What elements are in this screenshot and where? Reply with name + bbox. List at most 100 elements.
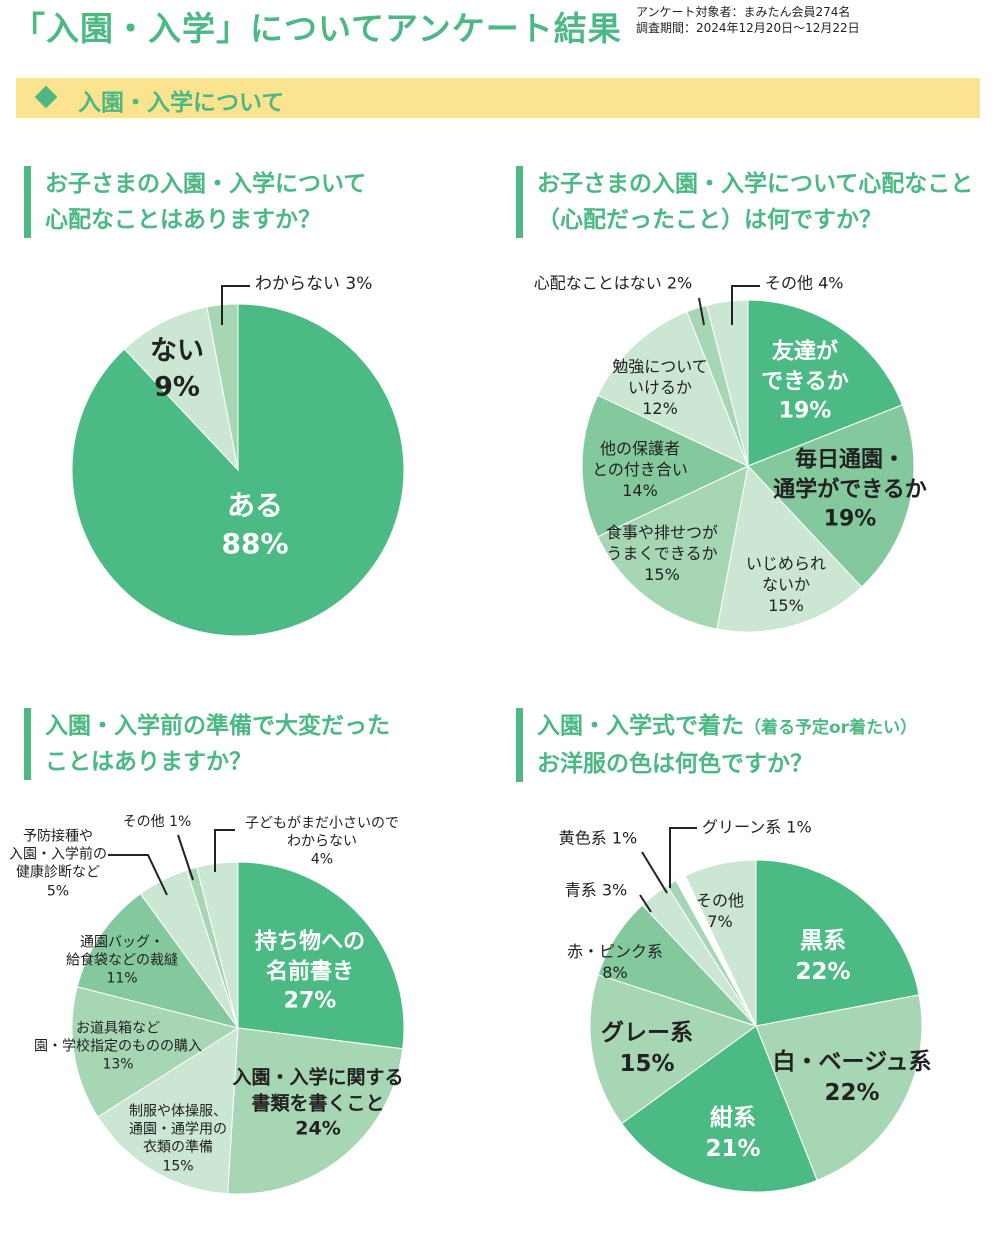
pie-slice xyxy=(684,859,757,1027)
title-line: 入園・入学式で着た xyxy=(537,713,744,739)
title-line: （心配だったこと）は何ですか？ xyxy=(537,207,882,233)
leader-line xyxy=(639,894,652,913)
label-line: ない xyxy=(150,335,204,367)
pie-slice xyxy=(71,986,240,1118)
pie-slice xyxy=(755,994,923,1181)
label-line: 白・ベージュ系 xyxy=(772,1048,932,1075)
slice-label-green: グリーン系 1% xyxy=(702,817,812,837)
label-line: 15% xyxy=(162,1158,194,1175)
slice-label-yellow: 黄色系 1% xyxy=(558,828,638,848)
slice-label-parents: 他の保護者 との付き合い 14% xyxy=(592,439,688,501)
title-line: お子さまの入園・入学について xyxy=(45,171,367,197)
label-line: 他の保護者 xyxy=(599,438,680,458)
label-line: 通園・通学用の xyxy=(129,1121,227,1138)
title-line: お子さまの入園・入学について心配なこと xyxy=(537,171,974,197)
label-line: 通学ができるか xyxy=(773,477,927,503)
label-line: 子どもがまだ小さいので xyxy=(245,815,399,832)
label-line: 11% xyxy=(106,971,138,988)
label-line: ないか xyxy=(761,574,811,594)
label-line: 食事や排せつが xyxy=(605,522,719,542)
label-line: 22% xyxy=(824,1080,880,1106)
label-line: 赤・ピンク系 xyxy=(566,942,664,962)
slice-label-gray: グレー系 15% xyxy=(601,1018,693,1080)
slice-label-yes: ある 88% xyxy=(221,487,288,563)
label-line: 5% xyxy=(46,883,70,900)
label-line: 14% xyxy=(622,480,658,500)
label-line: 15% xyxy=(644,564,680,584)
section-label: 入園・入学について xyxy=(78,90,285,116)
title-line: 入園・入学前の準備で大変だった xyxy=(45,713,390,739)
slice-label-docs: 入園・入学に関する 書類を書くこと 24% xyxy=(232,1066,403,1143)
leader-line xyxy=(221,285,250,325)
pie-chart-1 xyxy=(71,303,405,637)
label-line: その他 xyxy=(695,891,745,911)
pie-slice xyxy=(76,893,240,1029)
label-line: との付き合い xyxy=(592,459,688,479)
label-line: 給食袋などの裁縫 xyxy=(66,952,178,969)
slice-label-friends: 友達ができるか 19% xyxy=(761,337,849,426)
slice-label-study: 勉強について いけるか 12% xyxy=(612,357,708,419)
label-line: ある xyxy=(226,489,283,523)
label-line: 19% xyxy=(778,398,832,424)
slice-label-tools: お道具箱など 園・学校指定のものの購入 13% xyxy=(34,1020,202,1075)
label-line: 健康診断など xyxy=(16,865,100,881)
pie-slice xyxy=(747,404,915,588)
leader-line xyxy=(698,297,705,326)
pie-chart-3 xyxy=(71,861,405,1195)
slice-label-navy: 紺系 21% xyxy=(705,1103,760,1165)
pie-slice xyxy=(621,1025,818,1193)
label-line: いけるか xyxy=(627,377,692,397)
label-line: 毎日通園・ xyxy=(794,447,905,473)
survey-period: 調査期間：2024年12月20日～12月22日 xyxy=(636,21,860,35)
slice-label-meal: 食事や排せつが うまくできるか 15% xyxy=(606,523,718,585)
label-line: 友達が xyxy=(771,339,838,365)
title-line: ことはありますか？ xyxy=(45,749,252,775)
label-line: 園・学校指定のものの購入 xyxy=(34,1038,202,1055)
label-line: 8% xyxy=(602,963,628,982)
label-line: 衣類の準備 xyxy=(143,1140,213,1156)
pie-slice xyxy=(237,861,405,1050)
label-line: 12% xyxy=(642,398,678,418)
label-line: 紺系 xyxy=(710,1104,756,1131)
label-line: 15% xyxy=(768,595,804,615)
label-line: 持ち物への xyxy=(254,929,366,955)
survey-meta: アンケート対象者：まみたん会員274名 調査期間：2024年12月20日～12月… xyxy=(636,4,860,36)
label-line: 22% xyxy=(795,959,851,985)
pie-slice xyxy=(706,299,749,467)
pie-slice xyxy=(196,861,239,1029)
label-line: 27% xyxy=(283,988,337,1014)
pie-slice xyxy=(581,394,750,538)
label-line: いじめられ xyxy=(745,553,827,573)
slice-label-bag: 通園バッグ・ 給食袋などの裁縫 11% xyxy=(66,934,178,989)
slice-label-clothes: 制服や体操服、 通園・通学用の 衣類の準備 15% xyxy=(129,1103,227,1176)
slice-label-other: その他 7% xyxy=(696,891,744,933)
label-line: 通園バッグ・ xyxy=(80,934,164,951)
leader-line xyxy=(108,854,168,896)
label-line: 7% xyxy=(707,912,733,931)
slice-label-other: その他 1% xyxy=(122,813,192,830)
title-line: お洋服の色は何色ですか？ xyxy=(537,751,813,777)
slice-label-vaccine: 予防接種や 入園・入学前の 健康診断など 5% xyxy=(9,828,107,901)
pie-slice xyxy=(97,1027,239,1195)
leader-line xyxy=(214,829,235,872)
slice-label-white: 白・ベージュ系 22% xyxy=(773,1047,932,1109)
label-line: 書類を書くこと xyxy=(251,1092,385,1115)
leader-line xyxy=(641,851,668,894)
pie-slice xyxy=(597,311,749,467)
label-line: 名前書き xyxy=(265,959,355,985)
chart4-title: 入園・入学式で着た（着る予定or着たい） お洋服の色は何色ですか？ xyxy=(516,708,917,782)
pie-slice xyxy=(747,299,903,467)
label-line: できるか xyxy=(761,369,849,395)
page-title: 「入園・入学」についてアンケート結果 xyxy=(12,9,622,48)
label-line: 24% xyxy=(295,1117,341,1140)
title-line: 心配なことはありますか？ xyxy=(45,207,321,233)
label-line: グレー系 xyxy=(601,1019,693,1046)
chart1-title: お子さまの入園・入学について 心配なことはありますか？ xyxy=(24,166,366,238)
label-line: 19% xyxy=(823,506,877,532)
label-line: 勉強について xyxy=(612,356,708,376)
label-line: 13% xyxy=(102,1057,134,1074)
slice-label-black: 黒系 22% xyxy=(795,926,850,988)
chart3-title: 入園・入学前の準備で大変だった ことはありますか？ xyxy=(24,708,390,780)
leader-line xyxy=(177,834,194,881)
slice-label-blue: 青系 3% xyxy=(564,880,628,900)
